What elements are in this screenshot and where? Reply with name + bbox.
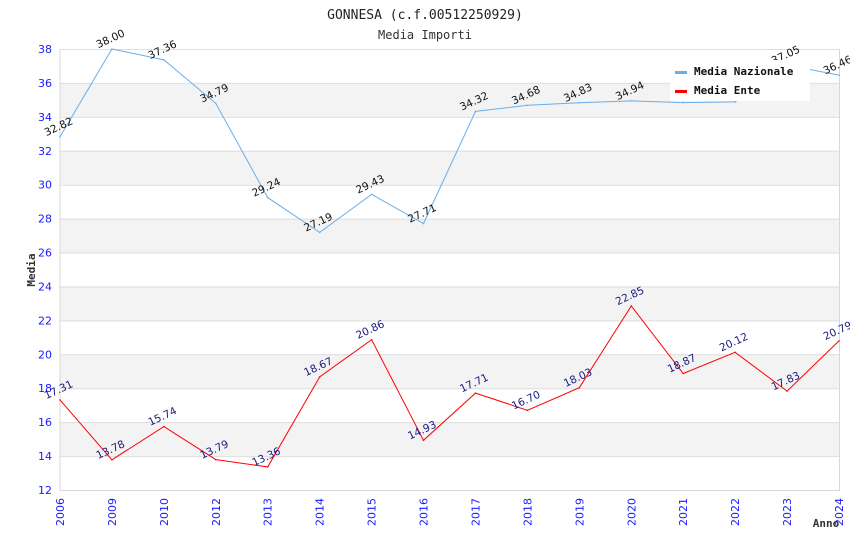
grid-band	[60, 286, 839, 321]
legend-label-media-ente: Media Ente	[694, 84, 761, 97]
data-point	[630, 305, 633, 307]
data-label: 20.12	[718, 331, 750, 355]
chart-title: GONNESA (c.f.00512250929)	[327, 8, 523, 23]
x-tick-label: 2015	[366, 498, 379, 526]
data-label: 20.86	[354, 318, 387, 342]
data-point	[578, 101, 581, 104]
data-point	[111, 48, 113, 50]
x-tick-label: 2006	[54, 498, 67, 526]
data-point	[734, 351, 736, 354]
data-point	[266, 196, 269, 199]
data-point	[422, 222, 425, 225]
y-tick-label: 16	[38, 416, 52, 429]
data-point	[163, 59, 165, 61]
series-group	[59, 48, 840, 468]
x-axis-label: Anno	[813, 517, 840, 530]
x-tick-label: 2021	[677, 498, 690, 526]
legend-label-media-nazionale: Media Nazionale	[694, 65, 794, 78]
x-tick-label: 2019	[573, 498, 586, 526]
x-tick-label: 2009	[106, 498, 119, 526]
grid-band	[60, 218, 839, 253]
x-tick-label: 2022	[729, 498, 742, 526]
data-point	[318, 376, 321, 378]
data-label: 38.00	[95, 27, 127, 51]
y-tick-label: 20	[38, 348, 52, 361]
data-point	[838, 340, 840, 342]
y-tick-label: 36	[38, 77, 52, 90]
data-point	[163, 425, 165, 428]
y-axis-ticks: 12 14 16 18 20 22 24 26 28 30 32 34 36 38	[38, 43, 52, 497]
data-point	[215, 102, 217, 105]
x-tick-label: 2017	[469, 498, 482, 526]
data-label: 20.79	[822, 319, 850, 343]
data-point	[422, 439, 425, 442]
y-tick-label: 14	[38, 450, 52, 463]
y-axis-label: Media	[25, 253, 38, 286]
x-tick-label: 2013	[262, 498, 275, 526]
chart-subtitle: Media Importi	[378, 28, 472, 42]
data-label: 16.70	[510, 389, 542, 413]
x-tick-label: 2010	[158, 498, 171, 526]
y-tick-label: 26	[38, 247, 52, 260]
series-line-media-ente	[59, 305, 840, 468]
data-point	[266, 466, 269, 468]
x-tick-label: 2014	[314, 498, 327, 526]
y-tick-label: 22	[38, 314, 52, 327]
data-point	[59, 136, 61, 138]
data-point	[474, 110, 477, 113]
legend: Media Nazionale Media Ente	[670, 60, 810, 101]
data-point	[526, 104, 529, 107]
x-tick-label: 2016	[418, 498, 431, 526]
y-tick-label: 28	[38, 213, 52, 226]
legend-swatch-media-nazionale	[675, 71, 687, 74]
grid-band	[60, 354, 839, 389]
data-point	[59, 399, 61, 401]
data-point	[682, 101, 684, 104]
data-label: 37.36	[146, 38, 179, 62]
data-point	[215, 458, 217, 461]
data-point	[526, 409, 529, 412]
x-axis-ticks: 2006 2009 2010 2012 2013 2014 2015 2016 2017 2018…	[54, 498, 846, 526]
x-tick-label: 2018	[521, 498, 534, 526]
legend-swatch-media-ente	[675, 90, 687, 93]
data-point	[111, 459, 113, 461]
x-tick-label: 2020	[625, 498, 638, 526]
x-tick-label: 2012	[210, 498, 223, 526]
grid-band	[60, 422, 839, 457]
data-point	[838, 74, 840, 76]
data-point	[786, 390, 788, 392]
data-point	[734, 101, 736, 103]
y-tick-label: 38	[38, 43, 52, 56]
y-tick-label: 32	[38, 145, 52, 158]
y-tick-label: 30	[38, 179, 52, 192]
data-point	[682, 372, 684, 375]
x-tick-label: 2023	[781, 498, 794, 526]
y-tick-label: 34	[38, 111, 52, 124]
y-tick-label: 12	[38, 484, 52, 497]
data-point	[370, 338, 373, 341]
y-tick-label: 24	[38, 280, 52, 293]
data-point	[474, 392, 477, 394]
data-point	[630, 100, 633, 102]
data-point	[578, 386, 581, 389]
legend-box	[670, 60, 810, 101]
data-point	[318, 231, 321, 234]
grid-bands	[60, 82, 839, 457]
y-tick-label: 18	[38, 382, 52, 395]
series-line-media-nazionale	[59, 48, 840, 234]
data-label: 36.46	[822, 53, 850, 77]
grid-lines	[60, 49, 839, 491]
data-point	[370, 193, 373, 196]
x-tick-label: 2024	[833, 498, 846, 526]
